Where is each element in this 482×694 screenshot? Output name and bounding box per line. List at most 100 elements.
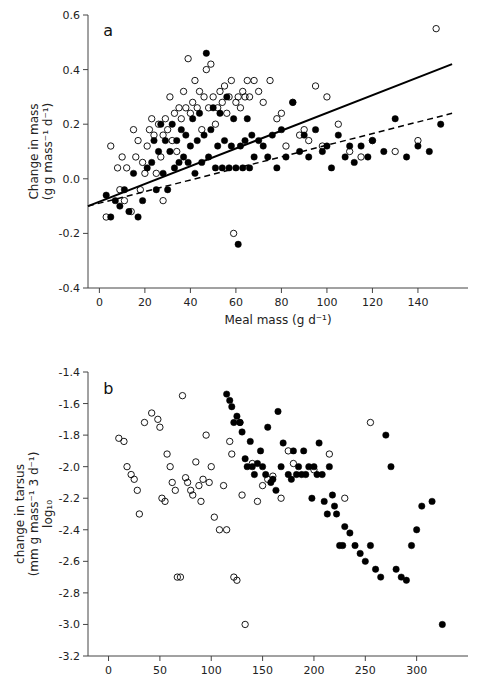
point (164, 126, 170, 132)
y-axis-label-line: (mm g mass⁻¹ 3 d⁻¹) (27, 452, 41, 577)
point (220, 482, 226, 488)
x-tick (262, 656, 263, 661)
point (278, 495, 284, 501)
point (408, 542, 414, 548)
point (177, 574, 183, 580)
point (365, 154, 371, 160)
x-tick-label: 80 (274, 296, 288, 309)
point (134, 487, 140, 493)
fit-line (88, 64, 452, 206)
point (155, 416, 161, 422)
point (121, 438, 127, 444)
point (216, 527, 222, 533)
y-tick (83, 624, 88, 625)
point (171, 165, 177, 171)
point (192, 170, 198, 176)
y-tick (83, 372, 88, 373)
y-tick-label: -1.6 (59, 398, 80, 411)
y-tick (83, 435, 88, 436)
point (203, 50, 209, 56)
point (172, 487, 178, 493)
y-axis-label: Change in mass(g g mass⁻¹ d⁻¹) (27, 103, 55, 201)
point (342, 523, 348, 529)
point (301, 132, 307, 138)
point (219, 99, 225, 105)
point (278, 463, 284, 469)
point (219, 165, 225, 171)
point (124, 463, 130, 469)
point (160, 197, 166, 203)
point (381, 148, 387, 154)
point (144, 143, 150, 149)
point (203, 66, 209, 72)
point (130, 126, 136, 132)
point (283, 143, 289, 149)
x-tick (416, 656, 417, 661)
point (290, 448, 296, 454)
point (393, 566, 399, 572)
x-tick-label: 250 (355, 664, 376, 677)
point (246, 94, 252, 100)
x-tick-label: 120 (362, 296, 383, 309)
point (189, 99, 195, 105)
chart: 020406080100120140-0.4-0.20.00.20.40.6aM… (0, 0, 482, 694)
point (217, 88, 223, 94)
point (164, 451, 170, 457)
point (208, 463, 214, 469)
y-tick (83, 233, 88, 234)
y-tick (83, 288, 88, 289)
panel-title: a (103, 21, 113, 40)
point (273, 487, 279, 493)
point (215, 143, 221, 149)
point (227, 397, 233, 403)
point (196, 110, 202, 116)
point (223, 391, 229, 397)
point (203, 432, 209, 438)
point (290, 99, 296, 105)
point (201, 94, 207, 100)
point (242, 621, 248, 627)
point (335, 121, 341, 127)
point (126, 208, 132, 214)
x-tick-label: 50 (153, 664, 167, 677)
fit-line (88, 113, 452, 206)
point (176, 159, 182, 165)
y-tick (83, 466, 88, 467)
point (183, 105, 189, 111)
point (180, 88, 186, 94)
point (208, 126, 214, 132)
point (210, 94, 216, 100)
point (329, 492, 335, 498)
point (326, 463, 332, 469)
point (157, 424, 163, 430)
point (135, 214, 141, 220)
point (196, 88, 202, 94)
point (167, 94, 173, 100)
point (242, 456, 248, 462)
point (346, 143, 352, 149)
point (133, 154, 139, 160)
point (237, 419, 243, 425)
x-tick-label: 40 (183, 296, 197, 309)
y-tick-label: -2.0 (59, 461, 80, 474)
point (244, 116, 250, 122)
point (419, 503, 425, 509)
y-tick-label: -3.2 (59, 650, 80, 663)
x-tick-label: 300 (406, 664, 427, 677)
point (234, 413, 240, 419)
point (164, 187, 170, 193)
point (259, 463, 265, 469)
point (383, 432, 389, 438)
point (347, 530, 353, 536)
point (144, 165, 150, 171)
point (135, 137, 141, 143)
point (288, 476, 294, 482)
point (319, 471, 325, 477)
point (179, 392, 185, 398)
x-tick-label: 100 (201, 664, 222, 677)
point (230, 230, 236, 236)
x-axis-line (88, 656, 468, 657)
point (189, 116, 195, 122)
point (340, 542, 346, 548)
y-tick (83, 498, 88, 499)
